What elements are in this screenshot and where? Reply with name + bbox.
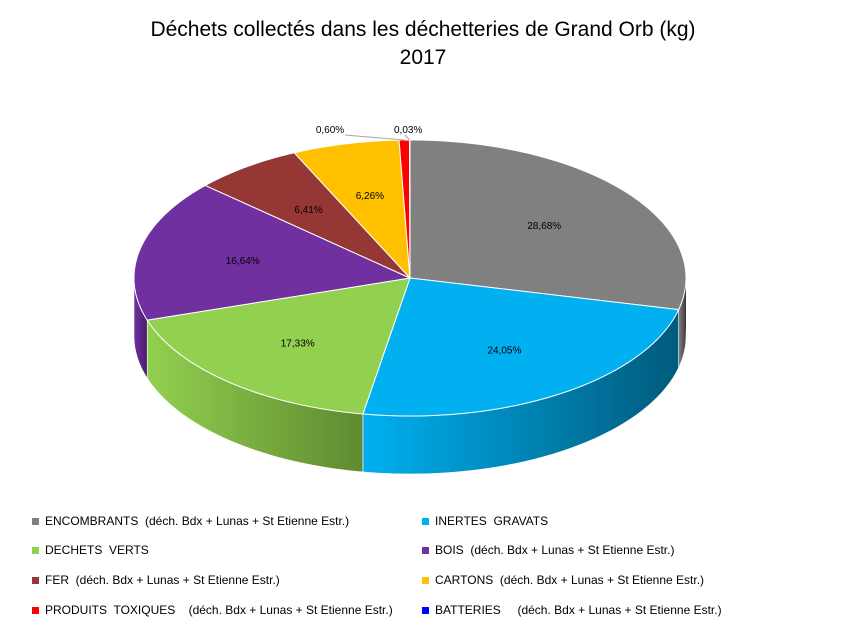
legend-label: BOIS (déch. Bdx + Lunas + St Etienne Est… [435, 543, 675, 557]
legend-swatch [422, 517, 429, 525]
legend-label: BATTERIES (déch. Bdx + Lunas + St Etienn… [435, 603, 722, 617]
legend-item: PRODUITS TOXIQUES (déch. Bdx + Lunas + S… [32, 603, 393, 617]
pie-slice [362, 277, 680, 417]
pie-slice [293, 139, 411, 280]
legend-label: CARTONS (déch. Bdx + Lunas + St Etienne … [435, 573, 705, 587]
pie-slice [409, 139, 687, 311]
pie-slice [133, 184, 412, 321]
legend-label: INERTES GRAVATS [435, 514, 549, 528]
legend-item: CARTONS (déch. Bdx + Lunas + St Etienne … [422, 573, 704, 587]
data-label: 28,68% [527, 221, 561, 232]
legend-label: ENCOMBRANTS (déch. Bdx + Lunas + St Etie… [45, 514, 350, 528]
legend-swatch [422, 576, 429, 584]
data-label: 6,41% [294, 205, 322, 216]
data-label-leader [404, 134, 411, 141]
legend-swatch [422, 546, 429, 554]
data-label-leader [344, 134, 405, 141]
legend-swatch [32, 576, 39, 584]
chart-title: Déchets collectés dans les déchetteries … [150, 18, 696, 41]
legend-item: BOIS (déch. Bdx + Lunas + St Etienne Est… [422, 543, 674, 557]
legend-item: INERTES GRAVATS [422, 514, 548, 528]
legend-label: DECHETS VERTS [45, 543, 149, 557]
data-label: 17,33% [281, 339, 315, 350]
data-label: 24,05% [487, 345, 521, 356]
data-label: 0,03% [394, 125, 422, 136]
chart-subtitle-year: 2017 [399, 46, 447, 69]
data-label: 0,60% [316, 125, 344, 136]
legend-swatch [32, 606, 39, 614]
legend-item: BATTERIES (déch. Bdx + Lunas + St Etienn… [422, 603, 722, 617]
legend-swatch [32, 517, 39, 525]
data-label: 6,26% [356, 191, 384, 202]
pie-slice [146, 277, 411, 415]
legend-label: PRODUITS TOXIQUES (déch. Bdx + Lunas + S… [45, 603, 393, 617]
legend-item: DECHETS VERTS [32, 543, 149, 557]
legend-label: FER (déch. Bdx + Lunas + St Etienne Estr… [45, 573, 280, 587]
data-label: 16,64% [226, 256, 260, 267]
pie-slice [204, 152, 411, 279]
legend-item: ENCOMBRANTS (déch. Bdx + Lunas + St Etie… [32, 514, 349, 528]
legend-swatch [422, 606, 429, 614]
legend-item: FER (déch. Bdx + Lunas + St Etienne Estr… [32, 573, 280, 587]
legend-swatch [32, 546, 39, 554]
